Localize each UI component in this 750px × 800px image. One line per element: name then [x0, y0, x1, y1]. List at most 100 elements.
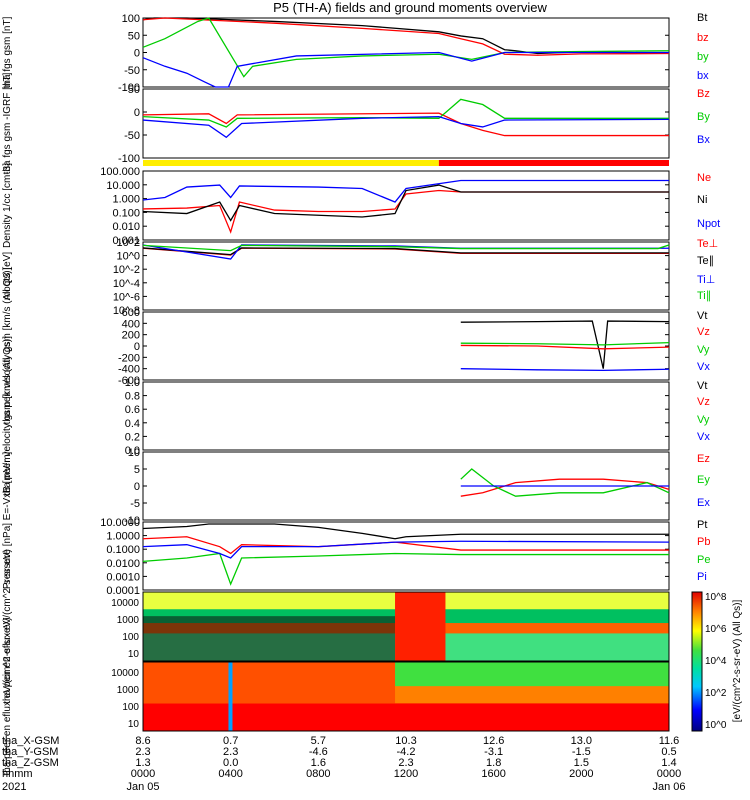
xaxis-tick-value: 0400: [218, 768, 242, 780]
series-line: [142, 51, 669, 88]
panel-ylabel: moqt3 [eV]: [2, 252, 13, 301]
ytick-label: 10.0000: [100, 517, 140, 529]
panel-frame: [142, 661, 670, 732]
legend-entry: bz: [697, 32, 709, 44]
series-line: [460, 344, 670, 350]
spectrogram-burst: [143, 662, 396, 704]
legend-entry: Vt: [697, 380, 707, 392]
xaxis-row-label: tha_Z-GSM: [2, 757, 59, 769]
panel-frame: [142, 381, 670, 451]
ytick-label: 0.0010: [106, 571, 140, 583]
panel-3: Density 1/cc [cm-3] 100.000 10.000 1.0000.1…: [2, 163, 720, 248]
series-line: [142, 17, 670, 78]
ytick-label: 0.100: [112, 207, 140, 219]
panel-ylabel: Pressure [nPa]: [2, 523, 13, 589]
ytick-label: 10^0: [116, 251, 140, 263]
panel-9: tha peir en eflux eV/(cm^2-s-sr-eV) 10000…: [2, 549, 670, 704]
ytick-label: 100.000: [100, 166, 140, 178]
colorbar: 10^8 10^6 10^4 10^2 10^0 [eV/(cm^2-s-sr-eV) (…: [691, 591, 743, 732]
colorbar-label: [eV/(cm^2-s-sr-eV) (All Qs)]: [732, 600, 743, 723]
legend-entry: Vt: [697, 310, 707, 322]
ytick-label: 0: [134, 107, 140, 119]
xaxis-tick-value: 2.3: [135, 746, 150, 758]
series-line: [142, 115, 670, 139]
xaxis-tick-value: -4.6: [309, 746, 328, 758]
ytick-label: 10000: [111, 598, 139, 609]
series-line: [460, 368, 670, 372]
legend-entry: Ni: [697, 194, 707, 206]
xaxis-row-label: hhmm: [2, 768, 33, 780]
ytick-label: 10.000: [106, 180, 140, 192]
plot-title: P5 (TH-A) fields and ground moments over…: [273, 0, 547, 15]
series-line: [142, 184, 669, 222]
series-line: [460, 341, 670, 346]
xaxis-tick-value: 1.4: [661, 757, 676, 769]
xaxis-tick-value: 1600: [481, 768, 505, 780]
ytick-label: 10: [128, 719, 140, 730]
mode-bar-slow: [143, 160, 439, 166]
legend-entry: Ne: [697, 172, 711, 184]
xaxis-tick-value: 2.3: [223, 746, 238, 758]
ytick-label: -50: [124, 65, 140, 77]
mode-bar-fast: [438, 160, 669, 166]
xaxis-tick-value: 0800: [306, 768, 330, 780]
ytick-label: 1.000: [112, 194, 140, 206]
legend-entry: Bt: [697, 12, 707, 24]
ytick-label: 0.0100: [106, 558, 140, 570]
xaxis-tick-value: 11.6: [659, 735, 680, 747]
series-line: [460, 468, 670, 497]
series-line: [142, 523, 669, 540]
ytick-label: 0.010: [112, 221, 140, 233]
xaxis-row-label: tha_Y-GSM: [2, 746, 58, 758]
ytick-label: 50: [128, 84, 140, 96]
ytick-label: 600: [122, 307, 140, 319]
ytick-label: -100: [118, 153, 140, 165]
series-line: [142, 536, 669, 555]
series-line: [142, 189, 669, 234]
colorbar-gradient: [691, 591, 703, 732]
ytick-label: 50: [128, 30, 140, 42]
ytick-label: 400: [122, 318, 140, 330]
ytick-label: 0: [134, 481, 140, 493]
ytick-label: 10^-6: [113, 291, 140, 303]
ytick-label: 0.0001: [106, 585, 140, 597]
panel-4: moqt3 [eV] 10^2 10^010^-2 10^-410^-6 10^-8 Te…: [2, 237, 718, 317]
series-line: [142, 552, 669, 586]
ytick-label: 5: [134, 464, 140, 476]
ytick-label: -600: [118, 375, 140, 387]
xaxis-tick-value: 0.5: [661, 746, 676, 758]
ytick-label: 0.8: [125, 391, 140, 403]
ytick-label: -400: [118, 364, 140, 376]
legend-entry: Ex: [697, 497, 710, 509]
panel-5: tha peir velocity gsm [km/s (All Qs)] 600…: [2, 267, 710, 424]
series-line: [460, 478, 670, 497]
xaxis-date: Jan 05: [126, 781, 159, 793]
series-line: [142, 247, 669, 256]
colorbar-tick: 10^2: [705, 688, 727, 699]
panel-2: tha fgs gsm -IGRF [nT] 50 0 -50 -100 Bz By Bx: [2, 72, 710, 174]
ytick-label: 10^-8: [113, 305, 140, 317]
series-line: [142, 179, 669, 203]
xaxis-year: 2021: [2, 781, 26, 793]
xaxis-tick-value: 10.3: [395, 735, 416, 747]
legend-entry: Vy: [697, 414, 710, 426]
xaxis-tick-value: -4.2: [397, 746, 416, 758]
legend-entry: Ti∥: [697, 290, 711, 302]
xaxis-tick-value: -1.5: [572, 746, 591, 758]
ytick-label: -200: [118, 352, 140, 364]
mode-bar: [143, 160, 669, 166]
series-line: [142, 17, 670, 55]
xaxis-row-label: tha_X-GSM: [2, 735, 59, 747]
ytick-label: 10^-4: [113, 278, 140, 290]
ytick-label: 10^2: [116, 237, 140, 249]
xaxis-tick-value: 5.7: [311, 735, 326, 747]
ytick-label: -5: [130, 498, 140, 510]
panel-ylabel: tha fgs gsm -IGRF [nT]: [2, 72, 13, 174]
legend-entry: Bx: [697, 134, 710, 146]
ytick-label: 10: [128, 649, 140, 660]
xaxis-tick-value: 1200: [394, 768, 418, 780]
legend-entry: Ey: [697, 474, 710, 486]
panel-6: tha peer velocity gsm [km/s (All Qs)] 1.0…: [2, 336, 710, 496]
panel-frame: [142, 170, 670, 241]
